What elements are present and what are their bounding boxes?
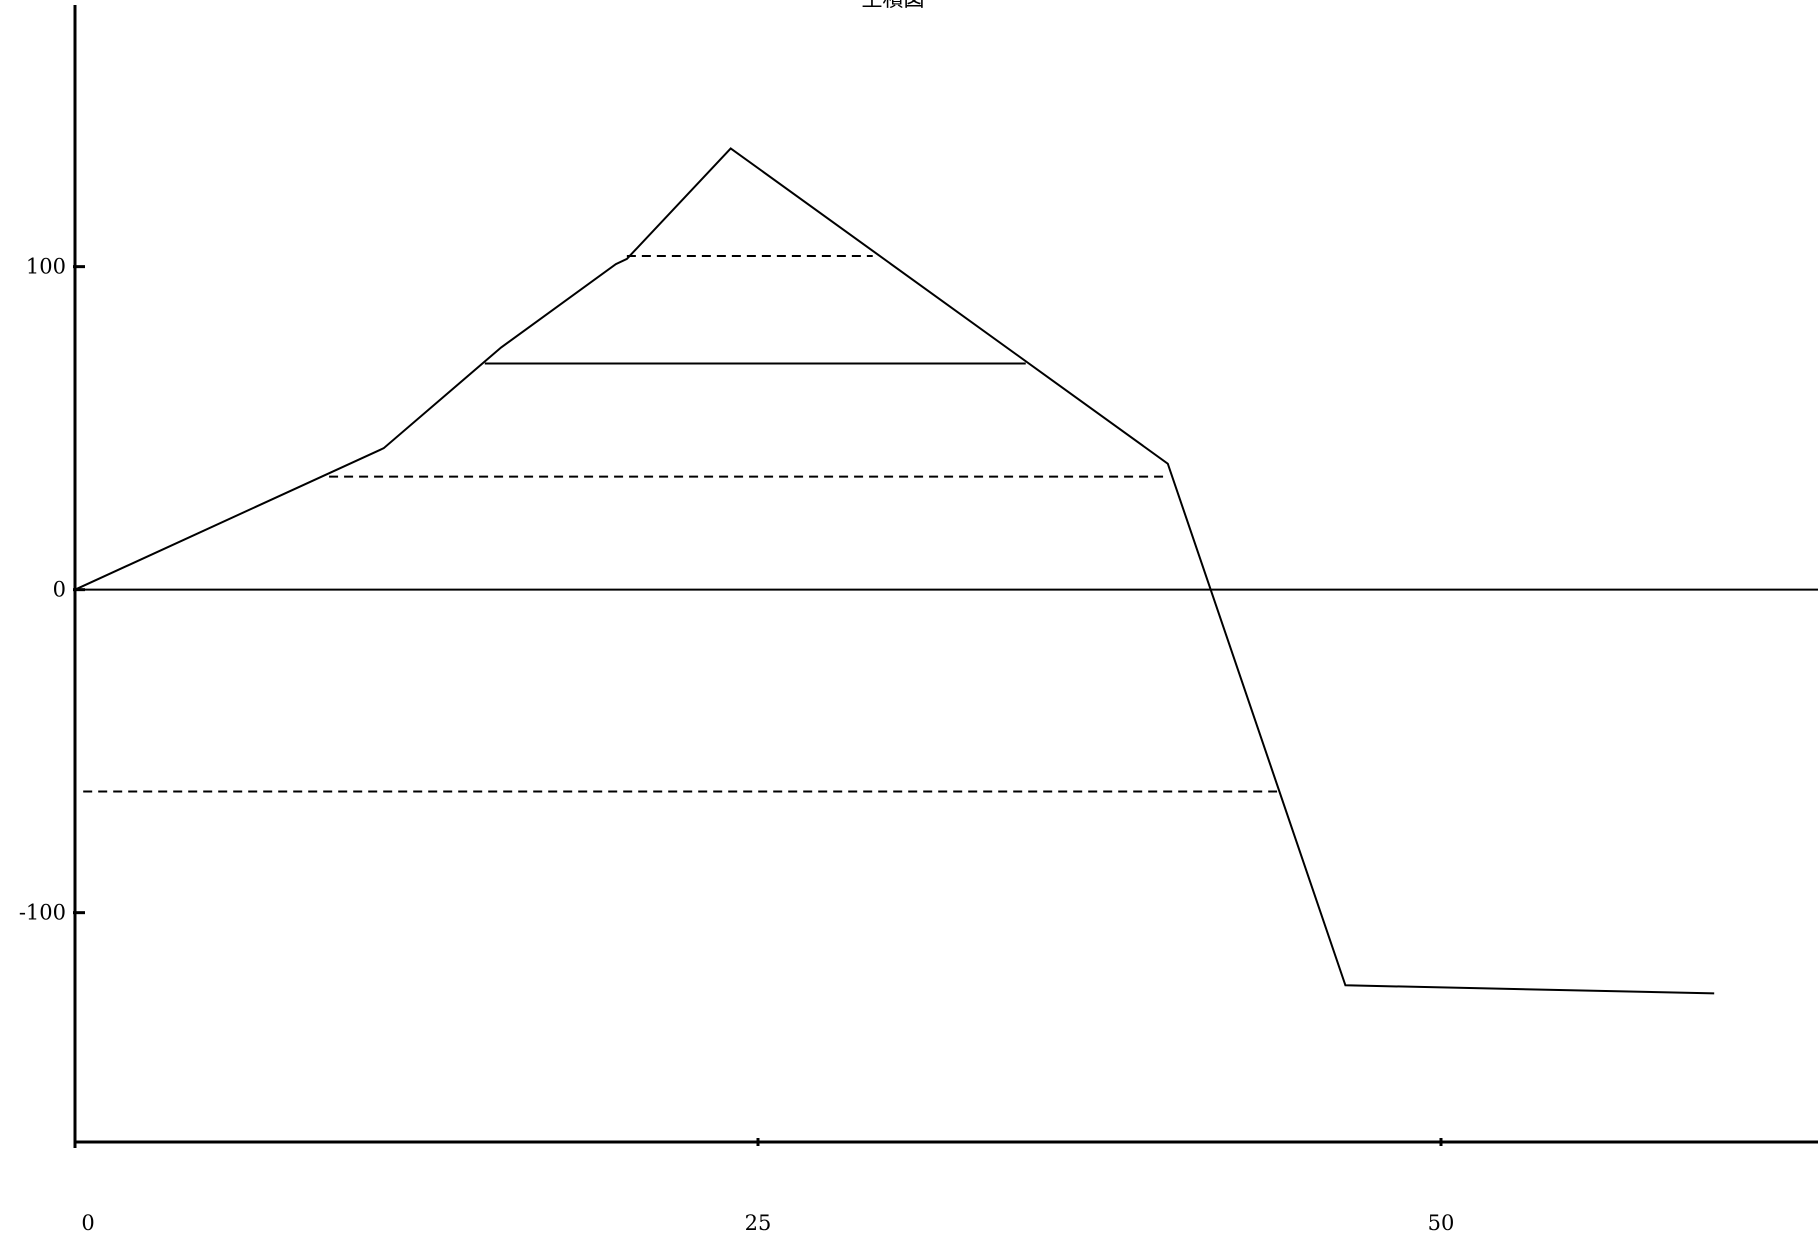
- chart-title: 土積図: [862, 0, 925, 11]
- x-tick-label-1: 25: [745, 1211, 772, 1235]
- x-tick-label-2: 50: [1428, 1211, 1455, 1235]
- mass-curve-line-0: [74, 147, 1715, 995]
- y-tick-label-2: -100: [19, 901, 66, 925]
- y-tick-label-1: 0: [53, 578, 66, 602]
- x-tick-label-0: 0: [81, 1211, 94, 1235]
- y-tick-label-0: 100: [26, 255, 66, 279]
